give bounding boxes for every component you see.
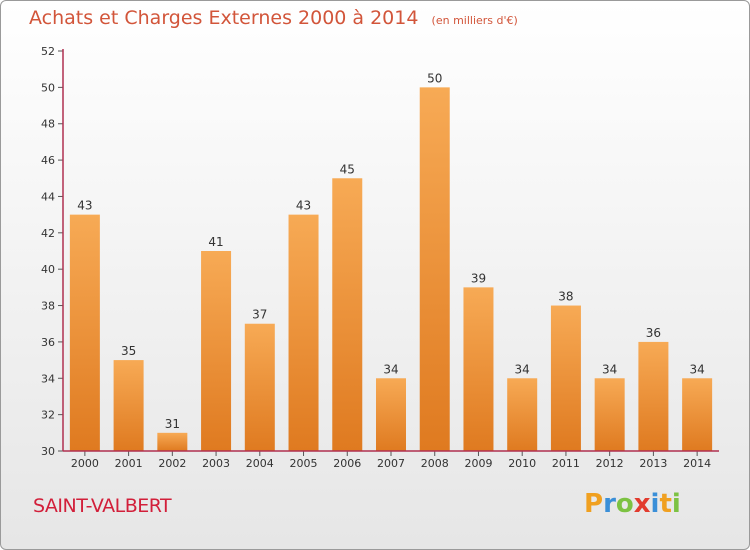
- bar-2011: [550, 305, 581, 451]
- y-tick-label: 50: [41, 81, 55, 94]
- bar-2007: [376, 378, 406, 451]
- x-tick-label: 2003: [202, 457, 230, 470]
- bar-2004: [244, 323, 275, 451]
- chart-unit: (en milliers d'€): [431, 14, 518, 27]
- y-tick-label: 38: [41, 300, 55, 313]
- x-tick-label: 2009: [464, 457, 492, 470]
- bar-2000: [69, 214, 100, 451]
- logo-letter: r: [603, 489, 616, 519]
- bar-value-label: 34: [383, 362, 398, 376]
- bar-2010: [507, 378, 538, 451]
- bar-2012: [594, 378, 625, 451]
- bar-2002: [157, 432, 188, 451]
- bar-2013: [638, 341, 669, 451]
- logo-letter: i: [650, 489, 660, 519]
- bar-value-label: 43: [77, 199, 92, 213]
- y-tick-label: 34: [41, 372, 55, 385]
- bar-value-label: 41: [208, 235, 223, 249]
- bar-2014: [682, 378, 713, 451]
- bar-2008: [419, 87, 450, 451]
- y-tick-label: 36: [41, 336, 55, 349]
- y-tick-label: 30: [41, 445, 55, 458]
- plot-area: 30 32 34 36 38 40 42 44 46 48 50 52 43 2000 35 2001 31 20…: [41, 45, 719, 470]
- bar-2003: [201, 251, 232, 451]
- x-tick-label: 2008: [421, 457, 449, 470]
- y-tick-label: 44: [41, 190, 55, 203]
- y-tick-label: 42: [41, 227, 55, 240]
- x-tick-label: 2004: [246, 457, 274, 470]
- bar-value-label: 35: [121, 344, 136, 358]
- bar-2009: [463, 287, 494, 451]
- logo-letter: t: [659, 489, 672, 519]
- x-tick-label: 2002: [158, 457, 186, 470]
- bar-2006: [332, 178, 363, 452]
- x-tick-label: 2010: [508, 457, 536, 470]
- logo-letter: P: [584, 489, 604, 519]
- bar-value-label: 50: [427, 71, 442, 85]
- bar-value-label: 34: [602, 362, 617, 376]
- x-tick-label: 2014: [683, 457, 711, 470]
- y-tick-label: 48: [41, 118, 55, 131]
- x-tick-label: 2007: [377, 457, 405, 470]
- y-tick-label: 32: [41, 409, 55, 422]
- y-tick-label: 52: [41, 45, 55, 58]
- proxiti-logo: Proxiti: [584, 489, 681, 519]
- bar-value-label: 43: [296, 199, 311, 213]
- bar-value-label: 39: [471, 271, 486, 285]
- x-tick-label: 2013: [639, 457, 667, 470]
- x-tick-label: 2001: [115, 457, 143, 470]
- chart-title-block: Achats et Charges Externes 2000 à 2014 (…: [29, 7, 518, 29]
- logo-letter: x: [633, 489, 651, 519]
- bar-value-label: 38: [558, 290, 573, 304]
- x-tick-label: 2011: [552, 457, 580, 470]
- logo-letter: i: [671, 489, 681, 519]
- bar-value-label: 34: [515, 362, 530, 376]
- y-tick-label: 46: [41, 154, 55, 167]
- bar-value-label: 45: [340, 162, 355, 176]
- bar-2001: [113, 360, 144, 451]
- commune-name: SAINT-VALBERT: [33, 495, 172, 517]
- bar-value-label: 31: [165, 417, 180, 431]
- x-tick-label: 2000: [71, 457, 99, 470]
- x-tick-label: 2005: [290, 457, 318, 470]
- y-tick-label: 40: [41, 263, 55, 276]
- chart-title: Achats et Charges Externes 2000 à 2014: [29, 7, 419, 29]
- x-tick-label: 2006: [333, 457, 361, 470]
- bar-value-label: 36: [646, 326, 661, 340]
- logo-letter: o: [615, 489, 634, 519]
- bar-value-label: 37: [252, 308, 267, 322]
- bar-value-label: 34: [689, 362, 704, 376]
- bar-2005: [288, 214, 319, 451]
- x-tick-label: 2012: [596, 457, 624, 470]
